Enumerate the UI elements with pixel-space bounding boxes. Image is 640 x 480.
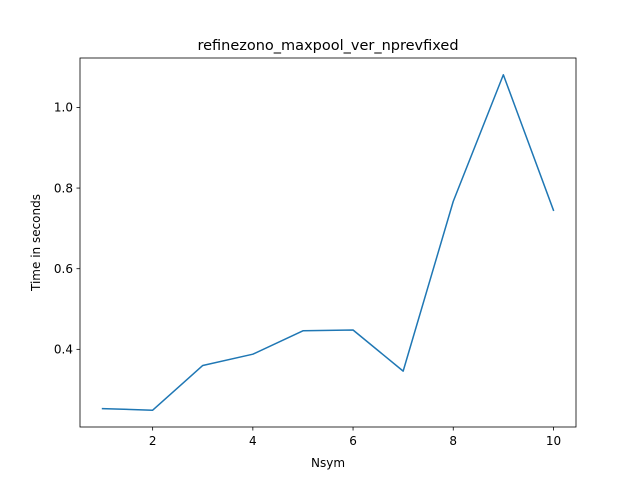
y-axis-label: Time in seconds: [29, 194, 43, 292]
y-tick-label: 0.4: [54, 343, 73, 357]
y-axis: 0.4 0.6 0.8 1.0: [54, 101, 80, 357]
x-tick-label: 8: [449, 434, 457, 448]
y-tick-label: 1.0: [54, 101, 73, 115]
x-tick-label: 4: [249, 434, 257, 448]
plot-area: [101, 74, 555, 411]
x-tick-label: 6: [349, 434, 357, 448]
axes-frame: [79, 57, 577, 428]
series-line-0: [101, 74, 555, 411]
chart-title: refinezono_maxpool_ver_nprevfixed: [197, 38, 458, 54]
x-axis-label: Nsym: [311, 456, 345, 470]
x-tick-label: 10: [546, 434, 561, 448]
y-tick-label: 0.6: [54, 262, 73, 276]
y-tick-label: 0.8: [54, 181, 73, 195]
x-axis: 2 4 6 8 10: [149, 427, 561, 448]
x-tick-label: 2: [149, 434, 157, 448]
